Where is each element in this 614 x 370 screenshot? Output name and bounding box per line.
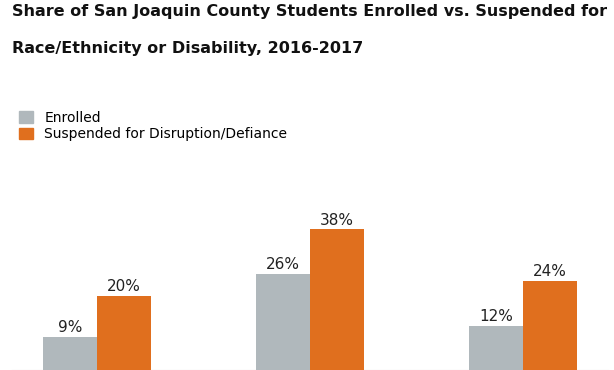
Bar: [44, 337, 98, 370]
Text: 26%: 26%: [266, 257, 300, 272]
Bar: [98, 296, 151, 370]
Text: Share of San Joaquin County Students Enrolled vs. Suspended for Defiance by: Share of San Joaquin County Students Enr…: [12, 4, 614, 19]
Text: 12%: 12%: [479, 309, 513, 324]
Text: 24%: 24%: [533, 264, 567, 279]
Legend: Enrolled, Suspended for Disruption/Defiance: Enrolled, Suspended for Disruption/Defia…: [19, 111, 287, 141]
Bar: [256, 274, 310, 370]
Text: 9%: 9%: [58, 320, 83, 335]
Text: Race/Ethnicity or Disability, 2016-2017: Race/Ethnicity or Disability, 2016-2017: [12, 41, 363, 56]
Text: 38%: 38%: [320, 212, 354, 228]
Bar: [310, 229, 364, 370]
Text: 20%: 20%: [107, 279, 141, 294]
Bar: [469, 326, 523, 370]
Bar: [523, 281, 577, 370]
